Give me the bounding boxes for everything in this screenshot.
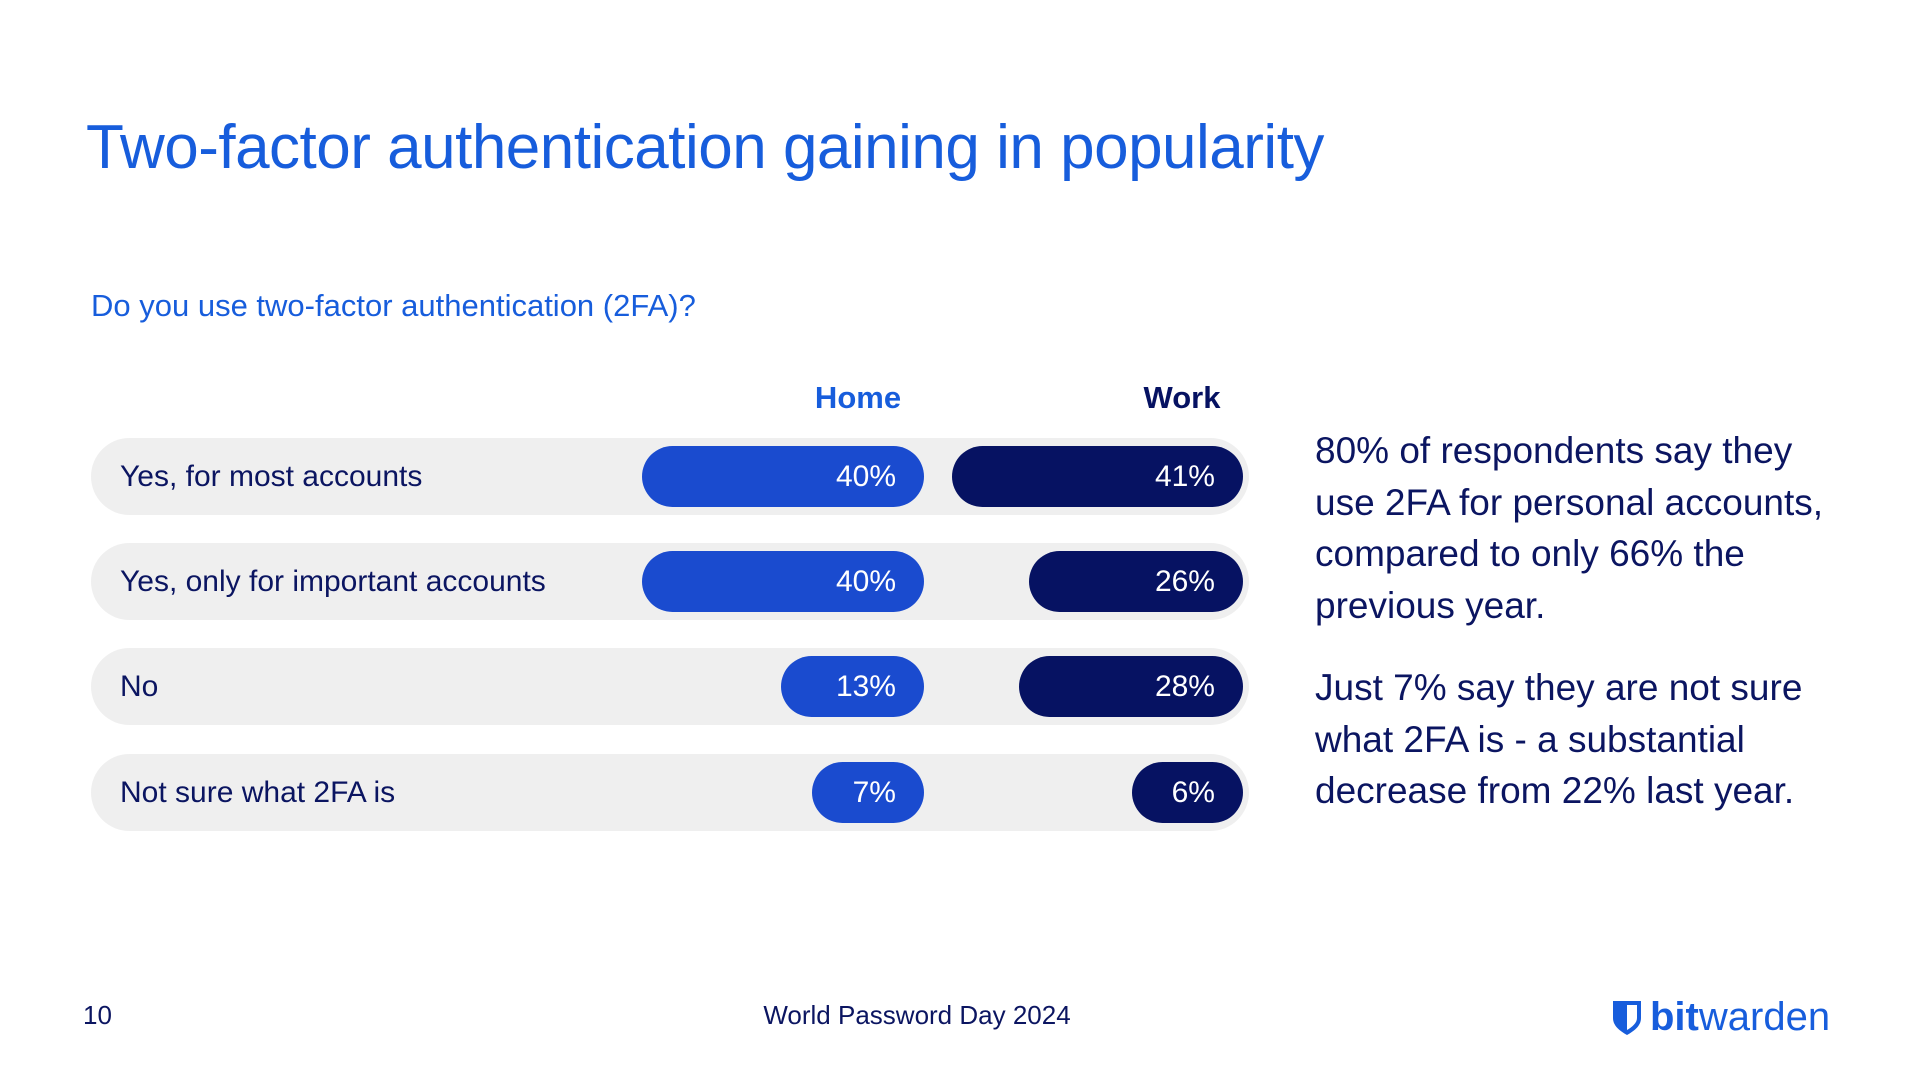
column-header-home: Home xyxy=(814,380,902,415)
category-label: Yes, for most accounts xyxy=(120,460,423,493)
bar-home: 13% xyxy=(781,656,924,717)
page-title: Two-factor authentication gaining in pop… xyxy=(86,113,1324,182)
category-label: Not sure what 2FA is xyxy=(120,776,396,809)
chart-row: No 13% 28% xyxy=(91,648,1249,725)
note-personal-2fa: 80% of respondents say they use 2FA for … xyxy=(1315,430,1824,626)
page-number: 10 xyxy=(83,1000,112,1030)
bar-work: 28% xyxy=(1018,656,1243,717)
category-label: No xyxy=(120,670,159,703)
chart-row: Yes, only for important accounts 40% 26% xyxy=(91,543,1249,620)
shield-icon xyxy=(1613,1000,1641,1035)
bar-home: 40% xyxy=(642,551,924,612)
chart-question: Do you use two-factor authentication (2F… xyxy=(91,288,696,323)
bar-work: 41% xyxy=(951,446,1243,507)
chart-row: Not sure what 2FA is 7% 6% xyxy=(91,754,1249,831)
category-label: Yes, only for important accounts xyxy=(120,565,546,598)
bar-home: 40% xyxy=(642,446,924,507)
note-not-sure: Just 7% say they are not sure what 2FA i… xyxy=(1315,667,1803,811)
logo-text-light: warden xyxy=(1698,995,1831,1039)
bar-work: 26% xyxy=(1029,551,1243,612)
chart-row: Yes, for most accounts 40% 41% xyxy=(91,438,1249,515)
column-header-work: Work xyxy=(1143,380,1221,415)
bar-work: 6% xyxy=(1132,762,1243,823)
footer-event: World Password Day 2024 xyxy=(763,1000,1071,1030)
bitwarden-logo: bitwarden xyxy=(1612,995,1830,1040)
bar-home: 7% xyxy=(811,762,924,823)
logo-text-bold: bit xyxy=(1650,995,1699,1039)
